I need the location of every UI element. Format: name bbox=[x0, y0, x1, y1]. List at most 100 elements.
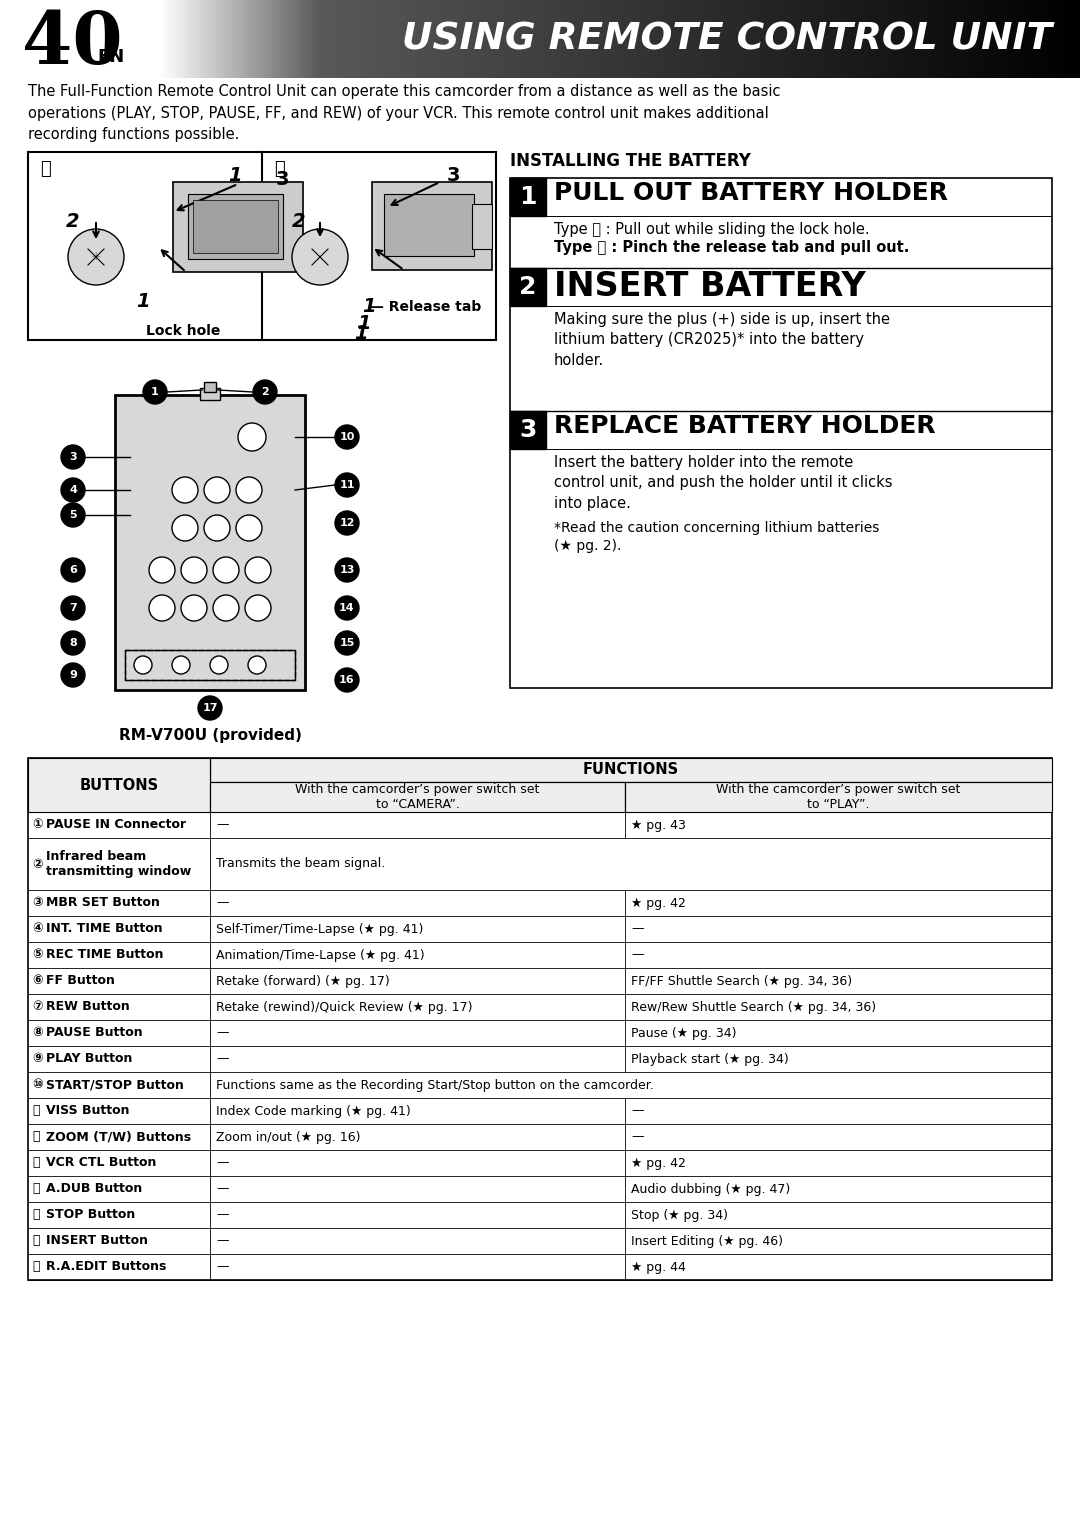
Text: 1: 1 bbox=[519, 185, 537, 208]
Circle shape bbox=[210, 656, 228, 675]
Text: ⑨: ⑨ bbox=[33, 1053, 48, 1065]
Text: ⑥: ⑥ bbox=[33, 975, 48, 987]
Bar bbox=[173, 182, 303, 271]
Text: 1: 1 bbox=[136, 291, 150, 311]
Bar bbox=[510, 411, 546, 449]
Text: Stop (★ pg. 34): Stop (★ pg. 34) bbox=[631, 1208, 728, 1222]
Bar bbox=[372, 182, 492, 270]
Text: START/STOP Button: START/STOP Button bbox=[46, 1079, 184, 1091]
Bar bbox=[384, 195, 474, 256]
Text: 15: 15 bbox=[339, 638, 354, 648]
Text: 3: 3 bbox=[519, 419, 537, 442]
Text: Retake (rewind)/Quick Review (★ pg. 17): Retake (rewind)/Quick Review (★ pg. 17) bbox=[216, 1001, 473, 1013]
Text: —: — bbox=[631, 1104, 644, 1118]
Text: Insert the battery holder into the remote
control unit, and push the holder unti: Insert the battery holder into the remot… bbox=[554, 455, 892, 510]
Bar bbox=[28, 152, 496, 340]
Bar bbox=[510, 178, 1052, 688]
Circle shape bbox=[204, 477, 230, 503]
Bar bbox=[625, 782, 1052, 812]
Circle shape bbox=[172, 477, 198, 503]
Circle shape bbox=[60, 596, 85, 619]
Text: Type Ⓑ : Pinch the release tab and pull out.: Type Ⓑ : Pinch the release tab and pull … bbox=[554, 241, 909, 254]
Text: 3: 3 bbox=[69, 452, 77, 461]
Bar bbox=[210, 782, 625, 812]
Text: REC TIME Button: REC TIME Button bbox=[46, 949, 163, 961]
Text: ⑰: ⑰ bbox=[33, 1260, 45, 1274]
Circle shape bbox=[213, 595, 239, 621]
Circle shape bbox=[68, 228, 124, 285]
Text: ②: ② bbox=[33, 857, 48, 871]
Circle shape bbox=[248, 656, 266, 675]
Text: INSERT Button: INSERT Button bbox=[46, 1234, 148, 1248]
Text: INSTALLING THE BATTERY: INSTALLING THE BATTERY bbox=[510, 152, 751, 170]
Circle shape bbox=[335, 596, 359, 619]
Text: 3: 3 bbox=[276, 170, 289, 189]
Text: Ⓑ: Ⓑ bbox=[274, 159, 285, 178]
Text: ⑭: ⑭ bbox=[33, 1182, 45, 1196]
Bar bbox=[510, 268, 546, 307]
Text: Playback start (★ pg. 34): Playback start (★ pg. 34) bbox=[631, 1053, 788, 1065]
Text: Index Code marking (★ pg. 41): Index Code marking (★ pg. 41) bbox=[216, 1104, 410, 1118]
Text: Transmits the beam signal.: Transmits the beam signal. bbox=[216, 857, 386, 871]
Text: Audio dubbing (★ pg. 47): Audio dubbing (★ pg. 47) bbox=[631, 1182, 791, 1196]
Circle shape bbox=[149, 556, 175, 583]
Bar bbox=[28, 757, 1052, 1280]
Text: 40: 40 bbox=[22, 8, 123, 80]
Text: Pause (★ pg. 34): Pause (★ pg. 34) bbox=[631, 1027, 737, 1039]
Text: 2: 2 bbox=[292, 212, 306, 231]
Text: PAUSE Button: PAUSE Button bbox=[46, 1027, 143, 1039]
Text: ★ pg. 44: ★ pg. 44 bbox=[631, 1260, 686, 1274]
Text: 8: 8 bbox=[69, 638, 77, 648]
Text: —: — bbox=[631, 949, 644, 961]
Text: +: + bbox=[91, 250, 102, 264]
Text: —: — bbox=[216, 1208, 229, 1222]
Circle shape bbox=[292, 228, 348, 285]
Circle shape bbox=[335, 474, 359, 497]
Text: ★ pg. 42: ★ pg. 42 bbox=[631, 1156, 686, 1170]
Text: —: — bbox=[216, 1234, 229, 1248]
Text: ★ pg. 42: ★ pg. 42 bbox=[631, 897, 686, 909]
Text: —: — bbox=[631, 923, 644, 935]
Circle shape bbox=[213, 556, 239, 583]
Circle shape bbox=[204, 515, 230, 541]
Text: INSERT BATTERY: INSERT BATTERY bbox=[554, 270, 866, 304]
Text: ⑦: ⑦ bbox=[33, 1001, 48, 1013]
Text: Type Ⓐ : Pull out while sliding the lock hole.: Type Ⓐ : Pull out while sliding the lock… bbox=[554, 222, 869, 238]
Circle shape bbox=[253, 380, 276, 405]
Bar bbox=[210, 757, 1052, 782]
Text: With the camcorder’s power switch set
to “PLAY”.: With the camcorder’s power switch set to… bbox=[716, 782, 961, 811]
Circle shape bbox=[172, 656, 190, 675]
Text: FF/FF Shuttle Search (★ pg. 34, 36): FF/FF Shuttle Search (★ pg. 34, 36) bbox=[631, 975, 852, 987]
Text: —: — bbox=[631, 1130, 644, 1144]
Text: MBR SET Button: MBR SET Button bbox=[46, 897, 160, 909]
Text: BUTTONS: BUTTONS bbox=[80, 777, 159, 793]
Text: *Read the caution concerning lithium batteries
(★ pg. 2).: *Read the caution concerning lithium bat… bbox=[554, 521, 879, 553]
Text: ⑮: ⑮ bbox=[33, 1208, 45, 1222]
Text: Infrared beam
transmitting window: Infrared beam transmitting window bbox=[46, 849, 191, 878]
Text: 2: 2 bbox=[519, 274, 537, 299]
Circle shape bbox=[60, 558, 85, 583]
Text: FUNCTIONS: FUNCTIONS bbox=[583, 762, 679, 777]
Circle shape bbox=[245, 556, 271, 583]
Text: Zoom in/out (★ pg. 16): Zoom in/out (★ pg. 16) bbox=[216, 1130, 361, 1144]
Text: —: — bbox=[216, 1027, 229, 1039]
Text: —: — bbox=[216, 1260, 229, 1274]
Text: ⑧: ⑧ bbox=[33, 1027, 48, 1039]
Text: Ⓐ: Ⓐ bbox=[40, 159, 51, 178]
Text: 2: 2 bbox=[261, 386, 269, 397]
Text: The Full-Function Remote Control Unit can operate this camcorder from a distance: The Full-Function Remote Control Unit ca… bbox=[28, 84, 781, 143]
Circle shape bbox=[60, 632, 85, 655]
Circle shape bbox=[335, 632, 359, 655]
Text: Lock hole: Lock hole bbox=[146, 323, 220, 337]
Text: ⑩: ⑩ bbox=[33, 1079, 48, 1091]
Text: —: — bbox=[216, 819, 229, 831]
Bar bbox=[472, 204, 492, 248]
Text: VISS Button: VISS Button bbox=[46, 1104, 130, 1118]
Text: 13: 13 bbox=[339, 566, 354, 575]
Text: ⑬: ⑬ bbox=[33, 1156, 45, 1170]
Text: 1: 1 bbox=[362, 297, 376, 316]
Text: PAUSE IN Connector: PAUSE IN Connector bbox=[46, 819, 186, 831]
Text: INT. TIME Button: INT. TIME Button bbox=[46, 923, 163, 935]
Bar bbox=[28, 757, 210, 812]
Text: ③: ③ bbox=[33, 897, 48, 909]
